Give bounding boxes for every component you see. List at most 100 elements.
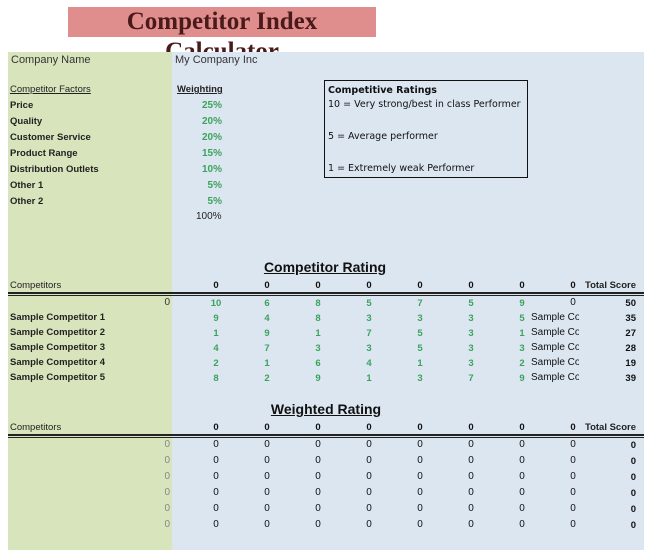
header-rule xyxy=(8,292,644,296)
rating-cell[interactable]: 5 xyxy=(519,313,525,324)
weighted-cell: 0 xyxy=(213,471,219,482)
rating-cell[interactable]: 3 xyxy=(366,343,372,354)
competitor-name[interactable]: Sample Competitor 4 xyxy=(10,357,106,368)
factor-weight-input[interactable]: 25% xyxy=(201,100,222,111)
weighted-rating-title: Weighted Rating xyxy=(270,401,382,417)
rating-cell[interactable]: 9 xyxy=(264,328,270,339)
rating-cell[interactable]: 3 xyxy=(417,313,423,324)
factor-name: Other 1 xyxy=(10,180,44,191)
weighted-cell: 0 xyxy=(213,455,219,466)
weighted-cell: 0 xyxy=(468,471,474,482)
rating-cell[interactable]: 3 xyxy=(468,328,474,339)
rating-cell[interactable]: 1 xyxy=(264,358,270,369)
rating-cell[interactable]: 7 xyxy=(468,373,474,384)
factor-weight-input[interactable]: 10% xyxy=(201,164,222,175)
weighted-cell: 0 xyxy=(264,455,270,466)
weighted-cell: 0 xyxy=(315,487,321,498)
rating-cell[interactable]: 9 xyxy=(213,313,219,324)
rating-cell[interactable]: 9 xyxy=(519,298,525,309)
rating-cell[interactable]: 5 xyxy=(366,298,372,309)
weighted-cell: 0 xyxy=(570,503,576,514)
weighted-cell: 0 xyxy=(417,487,423,498)
weighted-cell: 0 xyxy=(366,503,372,514)
factor-weight-input[interactable]: 5% xyxy=(207,196,222,207)
rating-cell[interactable]: 10 xyxy=(210,298,222,309)
weighted-header: 0 xyxy=(570,422,576,433)
rating-cell[interactable]: 3 xyxy=(417,373,423,384)
weighted-cell: 0 xyxy=(519,519,525,530)
rating-cell[interactable]: 1 xyxy=(366,373,372,384)
rating-cell[interactable]: 7 xyxy=(366,328,372,339)
weighted-cell: 0 xyxy=(213,503,219,514)
sample-competitor-ref: Sample Co xyxy=(531,312,579,323)
weighted-cell: 0 xyxy=(366,519,372,530)
row-label: 0 xyxy=(164,297,170,308)
rating-cell[interactable]: 5 xyxy=(417,328,423,339)
rating-cell[interactable]: 8 xyxy=(315,313,321,324)
weighted-cell: 0 xyxy=(366,487,372,498)
competitor-name[interactable]: Sample Competitor 2 xyxy=(10,327,106,338)
competitor-name[interactable]: Sample Competitor 3 xyxy=(10,342,106,353)
rating-cell[interactable]: 1 xyxy=(519,328,525,339)
rating-cell[interactable]: 1 xyxy=(213,328,219,339)
rating-cell[interactable]: 3 xyxy=(366,313,372,324)
weighted-cell: 0 xyxy=(213,487,219,498)
rating-cell[interactable]: 9 xyxy=(315,373,321,384)
weighted-cell: 0 xyxy=(519,455,525,466)
weighted-cell: 0 xyxy=(417,503,423,514)
rating-cell[interactable]: 4 xyxy=(264,313,270,324)
company-name-input[interactable]: My Company Inc xyxy=(175,54,258,66)
rating-cell[interactable]: 2 xyxy=(519,358,525,369)
row-label: 0 xyxy=(164,503,170,514)
weighted-cell: 0 xyxy=(366,439,372,450)
rating-cell[interactable]: 3 xyxy=(519,343,525,354)
rating-cell[interactable]: 7 xyxy=(417,298,423,309)
weighted-header: 0 xyxy=(213,422,219,433)
rating-cell[interactable]: 3 xyxy=(468,313,474,324)
rating-cell[interactable]: 1 xyxy=(417,358,423,369)
weighted-cell: 0 xyxy=(570,455,576,466)
rating-cell[interactable]: 9 xyxy=(519,373,525,384)
weighted-header: 0 xyxy=(366,422,372,433)
competitor-header: 0 xyxy=(468,280,474,291)
rating-cell[interactable]: 8 xyxy=(213,373,219,384)
weighted-cell: 0 xyxy=(417,519,423,530)
total-score: 35 xyxy=(625,313,636,324)
weighted-cell: 0 xyxy=(519,487,525,498)
factor-weight-input[interactable]: 20% xyxy=(201,132,222,143)
weighted-total-score: 0 xyxy=(630,440,636,451)
weighted-total-score: 0 xyxy=(630,456,636,467)
rating-cell[interactable]: 3 xyxy=(468,358,474,369)
rating-cell[interactable]: 3 xyxy=(468,343,474,354)
factor-weight-input[interactable]: 5% xyxy=(207,180,222,191)
rating-cell[interactable]: 6 xyxy=(315,358,321,369)
factor-name: Distribution Outlets xyxy=(10,164,99,175)
rating-cell[interactable]: 3 xyxy=(315,343,321,354)
factor-name: Quality xyxy=(10,116,43,127)
rating-cell[interactable]: 8 xyxy=(315,298,321,309)
weighted-cell: 0 xyxy=(519,503,525,514)
header-rule xyxy=(8,434,644,438)
total-score: 28 xyxy=(625,343,636,354)
ratings-legend-line: 1 = Extremely weak Performer xyxy=(328,163,475,174)
factor-weight-input[interactable]: 15% xyxy=(201,148,222,159)
total-score: 50 xyxy=(625,298,636,309)
rating-cell[interactable]: 7 xyxy=(264,343,270,354)
weighted-header: 0 xyxy=(264,422,270,433)
rating-cell[interactable]: 6 xyxy=(264,298,270,309)
rating-cell[interactable]: 1 xyxy=(315,328,321,339)
competitor-name[interactable]: Sample Competitor 1 xyxy=(10,312,106,323)
ratings-legend-line: 5 = Average performer xyxy=(328,131,438,142)
rating-cell[interactable]: 2 xyxy=(213,358,219,369)
weighting-header: Weighting xyxy=(177,84,223,95)
weighted-competitors-col-label: Competitors xyxy=(10,422,62,433)
factor-weight-input[interactable]: 20% xyxy=(201,116,222,127)
rating-cell[interactable]: 4 xyxy=(213,343,219,354)
weighted-cell: 0 xyxy=(315,455,321,466)
competitor-name[interactable]: Sample Competitor 5 xyxy=(10,372,106,383)
rating-cell[interactable]: 4 xyxy=(366,358,372,369)
rating-cell[interactable]: 5 xyxy=(417,343,423,354)
rating-cell[interactable]: 2 xyxy=(264,373,270,384)
rating-cell[interactable]: 5 xyxy=(468,298,474,309)
total-score: 27 xyxy=(625,328,636,339)
